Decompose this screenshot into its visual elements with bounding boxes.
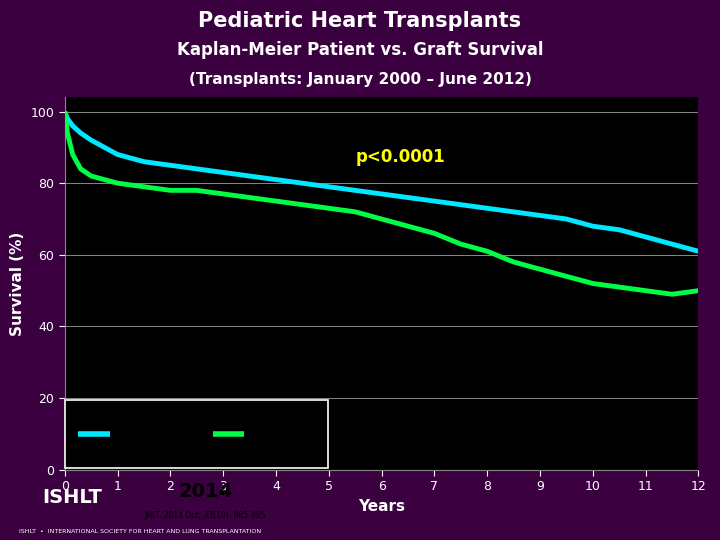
X-axis label: Years: Years	[358, 499, 405, 514]
Text: Pediatric Heart Transplants: Pediatric Heart Transplants	[199, 11, 521, 31]
Text: ISHLT  •  INTERNATIONAL SOCIETY FOR HEART AND LUNG TRANSPLANTATION: ISHLT • INTERNATIONAL SOCIETY FOR HEART …	[19, 529, 261, 535]
Y-axis label: Survival (%): Survival (%)	[10, 231, 25, 336]
Text: (Transplants: January 2000 – June 2012): (Transplants: January 2000 – June 2012)	[189, 72, 531, 86]
Text: ISHLT: ISHLT	[42, 488, 102, 508]
FancyBboxPatch shape	[66, 400, 328, 468]
Text: JHLT. 2014 Oct; 33(10): 985-995: JHLT. 2014 Oct; 33(10): 985-995	[145, 511, 266, 520]
Text: Kaplan-Meier Patient vs. Graft Survival: Kaplan-Meier Patient vs. Graft Survival	[176, 42, 544, 59]
Text: p<0.0001: p<0.0001	[355, 147, 445, 166]
Text: 2014: 2014	[178, 482, 233, 501]
